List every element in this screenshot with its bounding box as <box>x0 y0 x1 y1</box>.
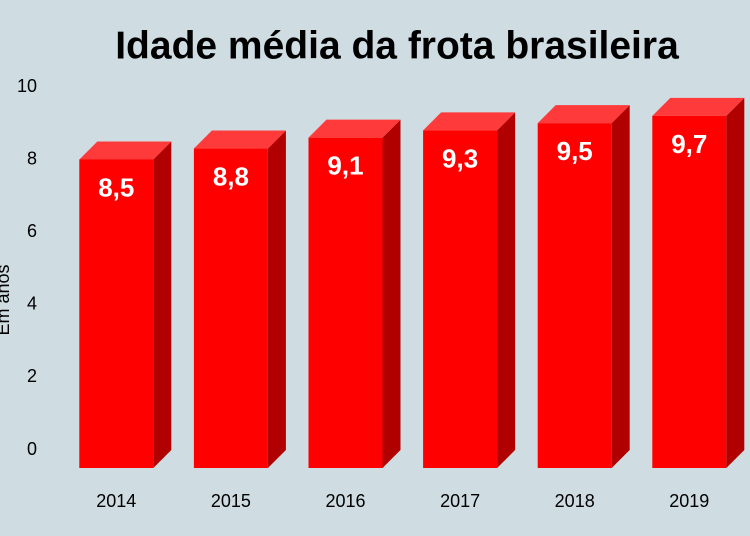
bar-side <box>611 105 630 469</box>
value-label: 9,3 <box>442 143 478 173</box>
bar-top <box>423 112 516 131</box>
value-label: 8,8 <box>213 161 249 191</box>
x-tick-label: 2018 <box>555 491 595 511</box>
x-tick-label: 2017 <box>440 491 480 511</box>
bar-top <box>537 105 630 124</box>
y-tick-label: 10 <box>17 76 37 96</box>
y-tick-label: 8 <box>27 148 37 168</box>
chart-title: Idade média da frota brasileira <box>115 24 679 67</box>
y-tick-label: 6 <box>27 221 37 241</box>
bar <box>423 130 498 468</box>
y-tick-label: 4 <box>27 294 37 314</box>
x-tick-label: 2014 <box>96 491 136 511</box>
y-tick-label: 0 <box>27 439 37 459</box>
value-label: 9,5 <box>557 136 593 166</box>
bar-side <box>153 141 172 468</box>
bar-side <box>267 130 286 468</box>
bar <box>308 137 383 469</box>
value-label: 9,1 <box>327 151 363 181</box>
bar <box>79 159 154 468</box>
bar <box>652 115 727 468</box>
bar-side <box>726 97 745 468</box>
bar-top <box>79 141 172 160</box>
bar-side <box>382 119 401 469</box>
bar-top <box>308 119 401 138</box>
bar-side <box>497 112 516 468</box>
bar-top <box>193 130 286 149</box>
x-tick-label: 2016 <box>325 491 365 511</box>
bar-top <box>652 97 745 116</box>
bar <box>193 148 268 468</box>
x-tick-label: 2019 <box>669 491 709 511</box>
x-tick-label: 2015 <box>211 491 251 511</box>
y-tick-label: 2 <box>27 366 37 386</box>
value-label: 8,5 <box>98 172 134 202</box>
y-axis-label: Em anos <box>0 264 13 335</box>
bar <box>537 123 612 469</box>
value-label: 9,7 <box>671 129 707 159</box>
